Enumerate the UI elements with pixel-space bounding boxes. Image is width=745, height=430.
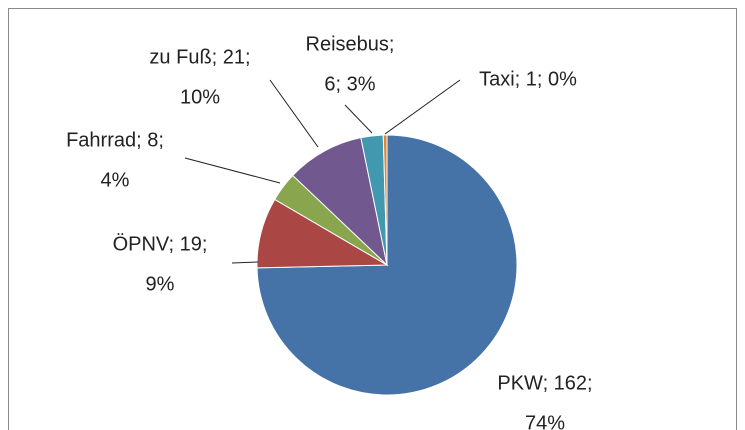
data-label: 74%	[525, 412, 565, 430]
data-label: zu Fuß; 21;	[149, 46, 250, 68]
leader-line	[269, 79, 319, 148]
pie-slice	[292, 137, 388, 267]
data-label: 9%	[146, 273, 175, 295]
data-label: Fahrrad; 8;	[66, 129, 164, 151]
data-label: 10%	[180, 86, 220, 108]
data-label: ÖPNV; 19;	[113, 233, 208, 255]
leader-line	[344, 104, 373, 134]
data-label: 4%	[101, 169, 130, 191]
pie-slice	[382, 134, 388, 266]
leader-line	[231, 261, 259, 264]
data-label: 6; 3%	[324, 73, 375, 95]
leader-line	[184, 157, 281, 184]
data-label: Taxi; 1; 0%	[479, 68, 577, 90]
data-label: Reisebus;	[306, 33, 395, 55]
leader-line	[384, 79, 461, 135]
data-label: PKW; 162;	[497, 372, 592, 394]
